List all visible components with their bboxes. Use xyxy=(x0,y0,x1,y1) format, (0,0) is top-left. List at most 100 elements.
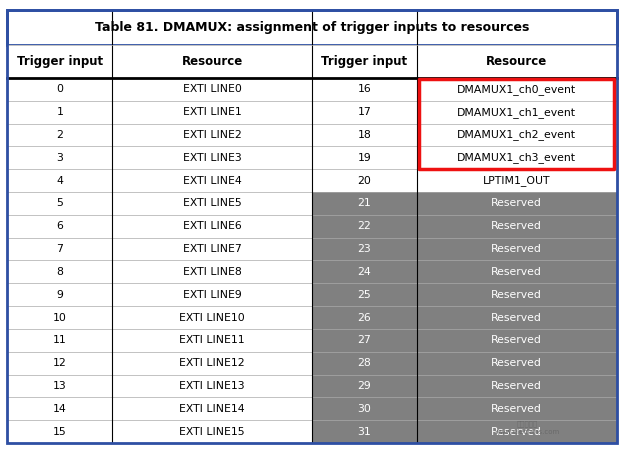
Text: 24: 24 xyxy=(358,267,371,277)
Bar xyxy=(312,352,417,375)
Bar xyxy=(417,283,617,306)
Text: 20: 20 xyxy=(358,176,371,186)
Text: Reserved: Reserved xyxy=(491,381,542,391)
Text: 2: 2 xyxy=(57,130,64,140)
Text: LPTIM1_OUT: LPTIM1_OUT xyxy=(483,175,550,186)
Text: 28: 28 xyxy=(358,358,371,368)
Bar xyxy=(417,306,617,329)
Bar xyxy=(112,397,312,420)
Text: Resource: Resource xyxy=(182,55,243,68)
Bar xyxy=(7,10,617,45)
Text: 19: 19 xyxy=(358,153,371,163)
Bar xyxy=(7,375,112,397)
Text: Reserved: Reserved xyxy=(491,427,542,437)
Text: Reserved: Reserved xyxy=(491,290,542,300)
Text: EXTI LINE10: EXTI LINE10 xyxy=(179,313,245,323)
Text: Trigger input: Trigger input xyxy=(321,55,407,68)
Text: 17: 17 xyxy=(358,107,371,117)
Text: Table 81. DMAMUX: assignment of trigger inputs to resources: Table 81. DMAMUX: assignment of trigger … xyxy=(95,21,529,34)
Text: 7: 7 xyxy=(57,244,64,254)
Bar xyxy=(7,124,112,146)
Text: 22: 22 xyxy=(358,221,371,231)
Text: EXTI LINE9: EXTI LINE9 xyxy=(183,290,241,300)
Text: 6: 6 xyxy=(57,221,64,231)
Bar xyxy=(7,192,112,215)
Bar xyxy=(112,352,312,375)
Text: EXTI LINE3: EXTI LINE3 xyxy=(183,153,241,163)
Text: 31: 31 xyxy=(358,427,371,437)
Bar xyxy=(112,78,312,101)
Bar xyxy=(7,329,112,352)
Bar xyxy=(417,169,617,192)
Text: DMAMUX1_ch0_event: DMAMUX1_ch0_event xyxy=(457,84,576,95)
Text: 11: 11 xyxy=(53,335,67,345)
Bar xyxy=(112,283,312,306)
Bar xyxy=(7,45,617,78)
Text: 27: 27 xyxy=(358,335,371,345)
Text: 8: 8 xyxy=(57,267,64,277)
Bar xyxy=(417,238,617,260)
Text: EXTI LINE4: EXTI LINE4 xyxy=(183,176,241,186)
Text: 23: 23 xyxy=(358,244,371,254)
Text: 29: 29 xyxy=(358,381,371,391)
Bar xyxy=(112,101,312,124)
Text: 12: 12 xyxy=(53,358,67,368)
Text: Reserved: Reserved xyxy=(491,358,542,368)
Text: 26: 26 xyxy=(358,313,371,323)
Text: DMAMUX1_ch3_event: DMAMUX1_ch3_event xyxy=(457,152,576,163)
Bar xyxy=(7,215,112,238)
Text: 10: 10 xyxy=(53,313,67,323)
Bar xyxy=(112,260,312,283)
Bar xyxy=(7,101,112,124)
Text: 15: 15 xyxy=(53,427,67,437)
Bar xyxy=(312,238,417,260)
Text: 电子发烧友
www.elecfans.com: 电子发烧友 www.elecfans.com xyxy=(495,421,560,435)
Text: Reserved: Reserved xyxy=(491,198,542,208)
Bar xyxy=(7,78,112,101)
Bar xyxy=(312,215,417,238)
Bar xyxy=(7,146,112,169)
Bar xyxy=(112,192,312,215)
Text: 14: 14 xyxy=(53,404,67,414)
Text: Resource: Resource xyxy=(486,55,547,68)
Text: 16: 16 xyxy=(358,84,371,94)
Bar xyxy=(112,238,312,260)
Text: EXTI LINE14: EXTI LINE14 xyxy=(179,404,245,414)
Bar xyxy=(112,306,312,329)
Text: EXTI LINE15: EXTI LINE15 xyxy=(179,427,245,437)
Bar xyxy=(312,260,417,283)
Bar xyxy=(312,306,417,329)
Text: EXTI LINE13: EXTI LINE13 xyxy=(179,381,245,391)
Text: EXTI LINE7: EXTI LINE7 xyxy=(183,244,241,254)
Bar xyxy=(312,101,417,124)
Text: 21: 21 xyxy=(358,198,371,208)
Bar xyxy=(312,375,417,397)
Bar xyxy=(417,124,617,146)
Text: Reserved: Reserved xyxy=(491,335,542,345)
Text: 4: 4 xyxy=(57,176,64,186)
Bar xyxy=(417,146,617,169)
Text: 5: 5 xyxy=(57,198,64,208)
Text: 18: 18 xyxy=(358,130,371,140)
Text: EXTI LINE2: EXTI LINE2 xyxy=(183,130,241,140)
Bar xyxy=(7,260,112,283)
Bar xyxy=(417,260,617,283)
Text: EXTI LINE12: EXTI LINE12 xyxy=(179,358,245,368)
Text: 3: 3 xyxy=(57,153,64,163)
Text: EXTI LINE8: EXTI LINE8 xyxy=(183,267,241,277)
Text: Reserved: Reserved xyxy=(491,267,542,277)
Bar xyxy=(312,169,417,192)
Bar xyxy=(417,192,617,215)
Bar xyxy=(419,79,614,169)
Text: DMAMUX1_ch1_event: DMAMUX1_ch1_event xyxy=(457,107,576,118)
Bar xyxy=(417,420,617,443)
Bar xyxy=(312,124,417,146)
Text: EXTI LINE6: EXTI LINE6 xyxy=(183,221,241,231)
Bar xyxy=(7,283,112,306)
Bar xyxy=(112,124,312,146)
Text: EXTI LINE5: EXTI LINE5 xyxy=(183,198,241,208)
Text: 9: 9 xyxy=(57,290,64,300)
Text: EXTI LINE11: EXTI LINE11 xyxy=(179,335,245,345)
Bar xyxy=(112,375,312,397)
Bar xyxy=(312,78,417,101)
